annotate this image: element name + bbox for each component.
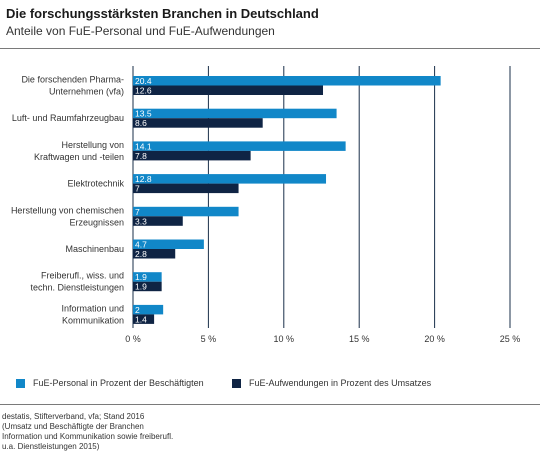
bar-personal: [133, 174, 327, 184]
bar-personal: [133, 141, 346, 151]
bar-aufwendungen: [133, 118, 263, 128]
category-label: techn. Dienstleistungen: [30, 283, 124, 293]
data-label: 2.8: [135, 249, 147, 259]
data-label: 8.6: [135, 118, 147, 128]
data-label: 3.3: [135, 216, 147, 226]
header-divider: [0, 48, 540, 49]
bar-personal: [133, 239, 204, 249]
x-tick-label-5: 5 %: [201, 334, 217, 344]
category-label: Herstellung von: [61, 140, 124, 150]
chart-title: Die forschungsstärksten Branchen in Deut…: [6, 6, 319, 21]
category-label: Die forschenden Pharma-: [21, 75, 124, 85]
data-label: 1.4: [135, 314, 147, 324]
data-label: 1.9: [135, 282, 147, 292]
data-label: 7: [135, 184, 140, 194]
legend-label-aufwendungen: FuE-Aufwendungen in Prozent des Umsatzes: [249, 378, 432, 388]
category-label: Freiberufl., wiss. und: [41, 271, 124, 281]
data-label: 1.9: [135, 272, 147, 282]
category-label: Maschinenbau: [65, 244, 124, 254]
legend-label-personal: FuE-Personal in Prozent der Beschäftigte…: [33, 378, 204, 388]
source-note: destatis, Stifterverband, vfa; Stand 201…: [2, 412, 174, 451]
data-label: 7: [135, 207, 140, 217]
category-label: Elektrotechnik: [67, 179, 124, 189]
category-label: Herstellung von chemischen: [11, 205, 124, 215]
legend-swatch-personal: [16, 378, 25, 388]
x-tick-label-0: 0 %: [125, 334, 141, 344]
x-tick-label-10: 10 %: [274, 334, 295, 344]
data-label: 12.6: [135, 86, 152, 96]
category-label: Kommunikation: [62, 315, 124, 325]
legend-item-aufwendungen: FuE-Aufwendungen in Prozent des Umsatzes: [232, 378, 431, 388]
bar-aufwendungen: [133, 216, 183, 226]
bar-aufwendungen: [133, 150, 251, 161]
category-label: Luft- und Raumfahrzeugbau: [12, 113, 124, 123]
category-label: Erzeugnissen: [69, 217, 124, 227]
bar-aufwendungen: [133, 281, 162, 292]
legend-swatch-aufwendungen: [232, 378, 241, 388]
data-label: 13.5: [135, 109, 152, 119]
bar-personal: [133, 272, 162, 282]
data-label: 4.7: [135, 240, 147, 250]
data-label: 2: [135, 305, 140, 315]
legend-item-personal: FuE-Personal in Prozent der Beschäftigte…: [16, 378, 204, 388]
category-label: Unternehmen (vfa): [49, 87, 124, 97]
data-label: 12.8: [135, 174, 152, 184]
bar-personal: [133, 108, 337, 119]
chart-subtitle: Anteile von FuE-Personal und FuE-Aufwend…: [6, 24, 275, 38]
bar-personal: [133, 304, 164, 315]
bar-personal: [133, 76, 441, 86]
x-tick-label-25: 25 %: [500, 334, 521, 344]
footer-divider: [0, 404, 540, 405]
bar-chart: 0 % 5 % 10 % 15 % 20 % 25 % Die forschenden Ph…: [11, 66, 521, 344]
category-label: Kraftwagen und -teilen: [34, 152, 124, 162]
data-label: 14.1: [135, 141, 152, 151]
bar-aufwendungen: [133, 249, 176, 259]
bar-aufwendungen: [133, 183, 239, 194]
x-tick-label-15: 15 %: [349, 334, 370, 344]
category-label: Information und: [61, 303, 124, 313]
data-label: 7.8: [135, 151, 147, 161]
x-tick-label-20: 20 %: [424, 334, 445, 344]
data-label: 20.4: [135, 76, 152, 86]
bar-aufwendungen: [133, 85, 324, 95]
bar-aufwendungen: [133, 314, 155, 324]
bar-personal: [133, 206, 239, 217]
